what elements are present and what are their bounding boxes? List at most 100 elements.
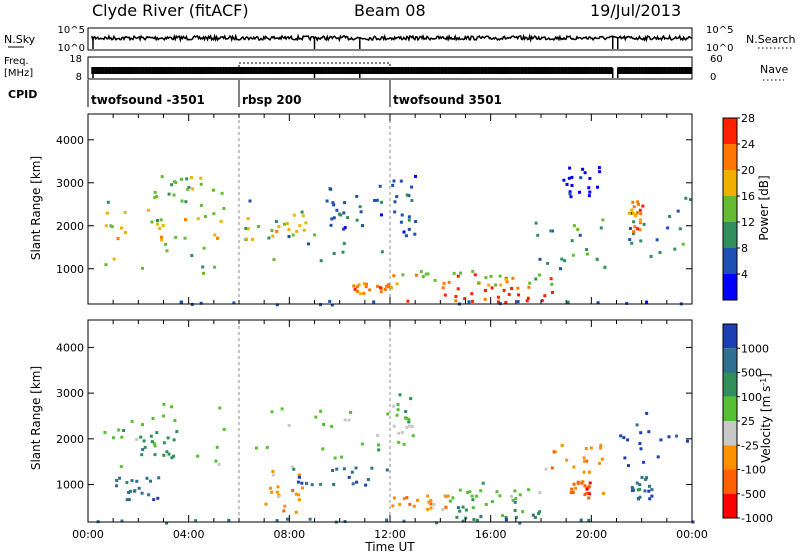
xtick-label-5: 20:00	[575, 528, 607, 541]
data-cell	[411, 434, 415, 438]
freq-tick-top: 18	[69, 54, 82, 65]
data-cell	[104, 263, 108, 267]
data-cell	[300, 481, 304, 485]
data-cell	[331, 201, 335, 205]
data-cell	[513, 509, 517, 512]
region-14	[96, 517, 695, 525]
data-cell	[676, 209, 680, 213]
region-12	[619, 411, 689, 468]
data-cell	[471, 506, 475, 510]
data-cell	[504, 516, 508, 519]
data-cell	[125, 481, 129, 484]
data-cell	[356, 285, 359, 289]
data-cell	[598, 170, 602, 174]
data-cell	[180, 177, 183, 181]
data-cell	[638, 495, 642, 499]
xtick-label-3: 12:00	[374, 528, 406, 541]
data-cell	[410, 185, 413, 189]
data-cell	[570, 175, 574, 179]
data-cell	[426, 272, 430, 276]
colorbar-swatch-4	[723, 421, 737, 446]
data-cell	[639, 219, 643, 223]
data-cell	[429, 498, 433, 502]
nave-tick-bottom: 0	[710, 72, 716, 83]
data-cell	[333, 456, 337, 460]
data-cell	[570, 239, 574, 243]
data-cell	[275, 519, 279, 523]
data-cell	[684, 196, 688, 200]
data-cell	[149, 434, 153, 438]
data-cell	[402, 497, 406, 501]
data-cell	[636, 497, 640, 500]
data-cell	[184, 200, 188, 204]
nsky-tick-bottom: 10^0	[58, 43, 85, 54]
data-cell	[110, 225, 114, 229]
data-cell	[393, 210, 397, 214]
data-cell	[275, 229, 279, 233]
data-cell	[600, 457, 604, 461]
data-cell	[347, 418, 351, 422]
data-cell	[527, 285, 531, 289]
region-12	[562, 166, 602, 199]
data-cell	[359, 210, 363, 214]
colorbar-tick-label-2: 100	[741, 391, 762, 404]
data-cell	[392, 179, 396, 183]
data-cell	[321, 447, 325, 451]
data-cell	[470, 292, 474, 296]
data-cell	[667, 435, 671, 439]
data-cell	[142, 439, 146, 443]
data-cell	[222, 427, 226, 431]
data-cell	[150, 440, 154, 444]
data-cell	[125, 498, 129, 502]
nsky-frame	[87, 27, 693, 51]
data-cell	[147, 208, 151, 212]
data-cell	[227, 518, 231, 522]
colorbar-swatch-4	[723, 170, 737, 196]
data-cell	[405, 193, 409, 197]
data-cell	[362, 291, 366, 295]
data-cell	[183, 236, 187, 240]
data-cell	[287, 228, 291, 232]
data-cell	[337, 212, 341, 216]
nsky-line	[91, 33, 692, 43]
data-cell	[596, 301, 600, 305]
data-cell	[681, 242, 685, 246]
data-cell	[691, 520, 695, 524]
xtick-label-6: 00:00	[676, 528, 708, 541]
data-cell	[560, 257, 564, 261]
data-cell	[153, 195, 157, 199]
data-cell	[184, 218, 187, 222]
data-cell	[649, 254, 653, 258]
data-cell	[219, 219, 223, 223]
data-cell	[599, 446, 602, 450]
data-cell	[135, 479, 139, 483]
nave-label: Nave	[760, 63, 788, 76]
data-cell	[155, 195, 159, 199]
data-cell	[585, 252, 589, 256]
data-cell	[392, 496, 396, 500]
data-cell	[397, 440, 401, 444]
data-cell	[152, 442, 156, 445]
data-cell	[301, 214, 305, 218]
colorbar-swatch-0	[723, 274, 737, 300]
data-cell	[579, 176, 583, 180]
data-cell	[571, 490, 575, 494]
data-cell	[490, 286, 494, 290]
freq-trace	[91, 62, 692, 78]
data-cell	[581, 167, 585, 171]
data-cell	[118, 476, 121, 480]
data-cell	[479, 489, 483, 493]
data-cell	[307, 242, 310, 246]
data-cell	[270, 410, 274, 414]
colorbar-swatch-5	[723, 144, 737, 170]
data-cell	[642, 460, 646, 464]
data-cell	[187, 185, 191, 189]
data-cell	[313, 233, 317, 237]
data-cell	[301, 486, 304, 490]
data-cell	[442, 281, 446, 285]
data-cell	[147, 493, 151, 497]
data-cell	[407, 424, 411, 428]
data-cell	[628, 227, 632, 230]
data-cell	[550, 282, 554, 286]
data-cell	[377, 443, 380, 447]
